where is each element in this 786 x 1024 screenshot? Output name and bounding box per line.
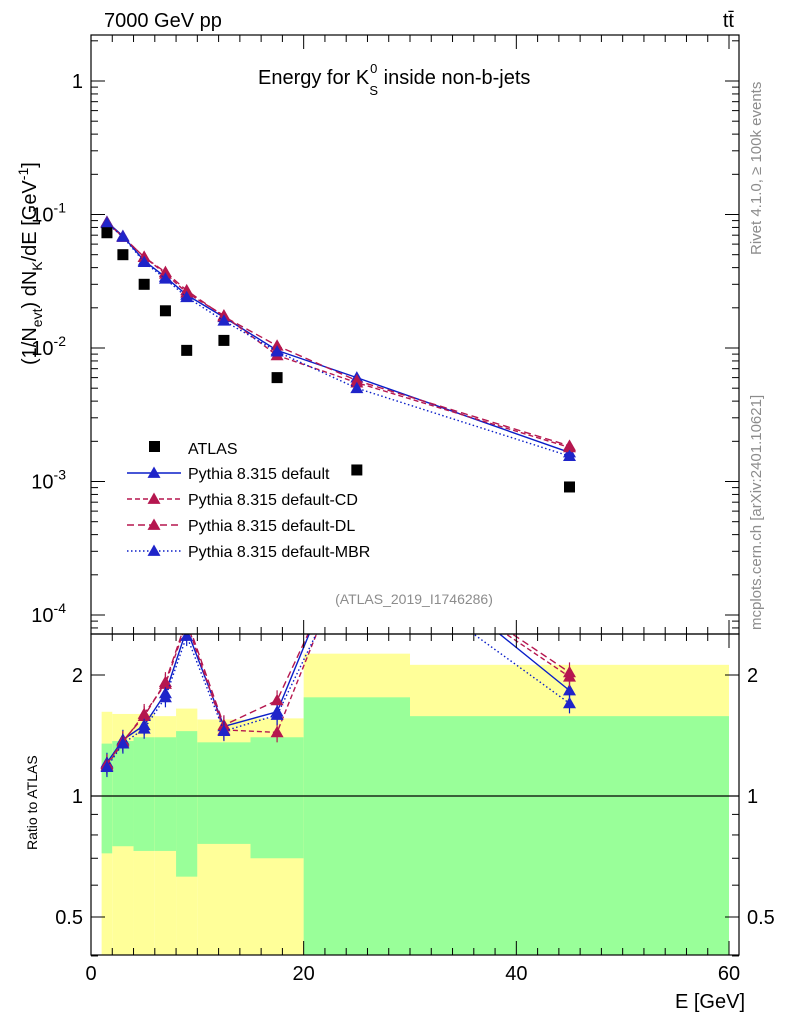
axis-ticks: 0 20 40 60 1 10-1 10-2 10-3 10-4 0.5 0.5 1 1 2 2 [31, 35, 775, 985]
series-2-point-6 [270, 339, 284, 351]
ratio-point-1-6 [270, 725, 284, 738]
inner-band-5 [197, 742, 251, 844]
series-3-point-6 [270, 345, 284, 357]
ratio-tick-label: 2 [72, 665, 83, 687]
inner-band-2 [133, 737, 155, 851]
inner-band-6 [250, 737, 304, 859]
ratio-y-label: Ratio to ATLAS [24, 755, 40, 850]
series-line-2 [106, 222, 570, 447]
ratio-point-2-2 [137, 709, 151, 722]
x-tick-label: 60 [718, 963, 740, 985]
ratio-point-3-6 [270, 708, 284, 720]
ratio-point-0-8 [563, 684, 576, 696]
inner-band-4 [176, 731, 198, 877]
y-tick-label: 1 [72, 71, 83, 93]
series-3-point-3 [158, 272, 172, 284]
ratio-tick-label-right: 2 [747, 665, 758, 687]
legend-marker-1 [147, 492, 161, 504]
legend-atlas-label: ATLAS [188, 441, 238, 458]
y-axis-label: (1/Nevt) dNK/dE [GeV-1] [15, 162, 45, 365]
atlas-point-5 [218, 334, 230, 346]
x-tick-label: 40 [505, 963, 527, 985]
atlas-point-6 [271, 372, 283, 384]
ratio-tick-label: 0.5 [55, 907, 83, 929]
series-3-point-2 [137, 255, 151, 267]
atlas-point-0 [101, 227, 113, 239]
ratio-line-0 [106, 634, 570, 764]
mcplots-label: mcplots.cern.ch [arXiv:2401.10621] [748, 395, 765, 630]
ratio-uncertainty-bands [101, 653, 729, 955]
inner-band-1 [112, 741, 134, 847]
y-tick-label: 10-3 [31, 467, 66, 494]
ratio-point-3-3 [158, 690, 172, 703]
series-2-point-8 [563, 439, 576, 451]
series-line-3 [106, 222, 570, 457]
atlas-point-7 [351, 464, 363, 476]
y-tick-label: 10-2 [31, 333, 66, 360]
series-line-1 [106, 222, 570, 449]
ratio-line-2 [106, 634, 570, 765]
atlas-point-4 [181, 344, 193, 356]
series-3-point-0 [100, 216, 114, 229]
legend-marker-3 [147, 544, 161, 556]
y-tick-label: 10-4 [31, 600, 66, 627]
ratio-point-3-5 [217, 724, 231, 737]
series-3-point-8 [563, 449, 576, 461]
ratio-tick-label-right: 1 [747, 786, 758, 808]
inner-band-0 [101, 743, 113, 854]
rivet-label: Rivet 4.1.0, ≥ 100k events [748, 82, 765, 255]
series-3-point-4 [180, 290, 194, 303]
ratio-point-2-3 [158, 675, 172, 688]
series-3-point-1 [116, 230, 130, 242]
plot-title: Energy for K0 S inside non-b-jets [258, 61, 530, 98]
x-axis-label: E [GeV] [675, 991, 745, 1013]
process-label: tt̄ [723, 10, 735, 32]
legend: ATLAS Pythia 8.315 default Pythia 8.315 de… [127, 441, 370, 561]
legend-label-3: Pythia 8.315 default-MBR [188, 544, 370, 561]
series-2-point-7 [350, 374, 364, 386]
legend-label-1: Pythia 8.315 default-CD [188, 492, 358, 509]
legend-atlas-marker [149, 441, 160, 452]
ratio-point-3-0 [100, 760, 114, 772]
ratio-series [100, 634, 576, 778]
reference-id: (ATLAS_2019_I1746286) [335, 591, 493, 607]
series-line-0 [106, 221, 570, 454]
ratio-point-3-4 [180, 634, 194, 641]
atlas-point-8 [564, 481, 575, 493]
ratio-frame [90, 633, 740, 956]
x-tick-label: 20 [293, 963, 315, 985]
ratio-point-3-1 [116, 737, 130, 749]
y-tick-label: 10-1 [31, 200, 66, 227]
ratio-point-3-2 [137, 722, 151, 734]
ratio-tick-label: 1 [72, 786, 83, 808]
ratio-point-2-8 [563, 665, 576, 678]
inner-band-8 [410, 716, 729, 955]
x-tick-label: 0 [85, 963, 96, 985]
ratio-tick-label-right: 0.5 [747, 907, 775, 929]
energy-label: 7000 GeV pp [104, 10, 222, 32]
legend-marker-0 [147, 466, 161, 478]
ratio-point-2-6 [270, 693, 284, 706]
atlas-point-2 [138, 278, 150, 290]
main-series [100, 215, 576, 461]
atlas-data-points [101, 227, 575, 493]
inner-band-3 [154, 737, 177, 851]
legend-label-0: Pythia 8.315 default [188, 466, 330, 483]
ratio-point-3-8 [563, 696, 576, 709]
legend-marker-2 [147, 518, 161, 530]
series-3-point-5 [217, 314, 231, 326]
series-2-point-4 [180, 283, 194, 296]
legend-label-2: Pythia 8.315 default-DL [188, 518, 355, 535]
atlas-point-3 [159, 305, 171, 317]
atlas-point-1 [117, 249, 129, 261]
series-2-point-3 [158, 265, 172, 278]
inner-band-7 [303, 697, 410, 955]
series-3-point-7 [350, 381, 364, 394]
